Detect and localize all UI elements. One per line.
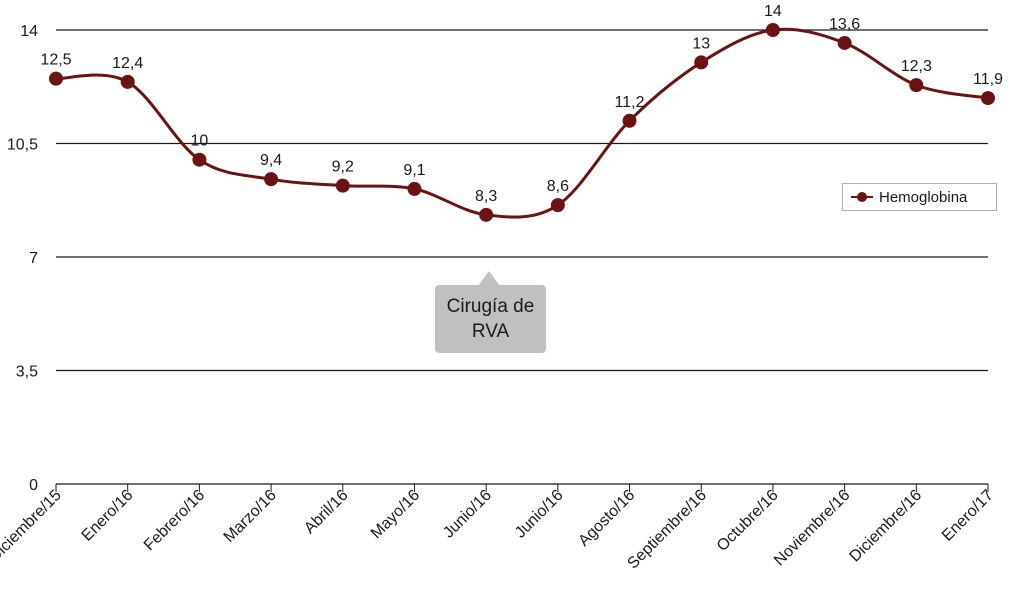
data-point (622, 113, 637, 128)
y-tick-label: 10,5 (7, 137, 38, 154)
data-point (837, 35, 852, 50)
data-point (981, 91, 995, 106)
x-tick-label: Octubre/16 (714, 487, 782, 555)
x-tick-label: Febrero/16 (141, 487, 208, 554)
data-point (909, 78, 924, 93)
x-tick-label: Diciembre/15 (0, 487, 65, 566)
data-point (550, 198, 565, 213)
x-tick-label: Mayo/16 (368, 487, 423, 542)
y-tick-label: 3,5 (16, 364, 38, 381)
x-tick-label: Abril/16 (301, 487, 351, 537)
data-labels: 12,5 12,4 10 9,4 9,2 9,1 8,3 8,6 11,2 13 14 13,6 12,… (40, 3, 1003, 205)
data-point (264, 172, 279, 187)
data-point (192, 152, 207, 167)
data-label: 14 (764, 3, 782, 20)
data-label: 9,2 (332, 159, 354, 176)
annotation-callout: Cirugía de RVA (435, 285, 546, 353)
data-label: 12,3 (901, 58, 932, 75)
x-tick-label: Enero/17 (939, 487, 997, 545)
data-label: 10 (190, 133, 208, 150)
gridlines (56, 29, 988, 485)
x-axis: Diciembre/15 Enero/16 Febrero/16 Marzo/16 Ab… (0, 484, 997, 572)
x-tick-label: Junio/16 (512, 487, 567, 542)
data-label: 9,1 (403, 162, 425, 179)
y-tick-label: 7 (29, 250, 38, 267)
data-label: 8,6 (547, 178, 569, 195)
data-point (479, 207, 494, 222)
data-label: 11,2 (615, 94, 645, 111)
x-tick-label: Marzo/16 (221, 487, 280, 546)
data-point (335, 178, 350, 193)
data-label: 12,5 (40, 52, 71, 69)
series-hemoglobina (49, 23, 995, 222)
annotation-line-1: Cirugía de (446, 296, 535, 317)
x-tick-label: Diciembre/16 (846, 487, 925, 566)
data-label: 12,4 (112, 55, 143, 72)
data-label: 13,6 (829, 16, 860, 33)
data-point (49, 71, 63, 86)
annotation-line-2: RVA (471, 321, 510, 342)
data-label: 8,3 (475, 188, 497, 205)
y-tick-label: 14 (20, 23, 38, 40)
x-tick-label: Noviembre/16 (771, 487, 854, 570)
data-label: 13 (692, 35, 710, 52)
y-tick-label: 0 (29, 477, 38, 494)
legend-label: Hemoglobina (879, 188, 968, 206)
data-point (765, 23, 780, 37)
y-axis: 0 3,5 7 10,5 14 (7, 23, 38, 494)
data-point (120, 74, 135, 89)
data-point (694, 55, 709, 70)
x-tick-label: Agosto/16 (575, 487, 638, 550)
x-tick-label: Enero/16 (79, 487, 137, 545)
data-label: 9,4 (260, 152, 282, 169)
callout-pointer (478, 271, 500, 286)
legend-marker (851, 191, 873, 203)
data-label: 11,9 (973, 71, 1003, 88)
legend: Hemoglobina (842, 183, 997, 211)
data-point (407, 181, 422, 196)
x-tick-label: Junio/16 (440, 487, 495, 542)
